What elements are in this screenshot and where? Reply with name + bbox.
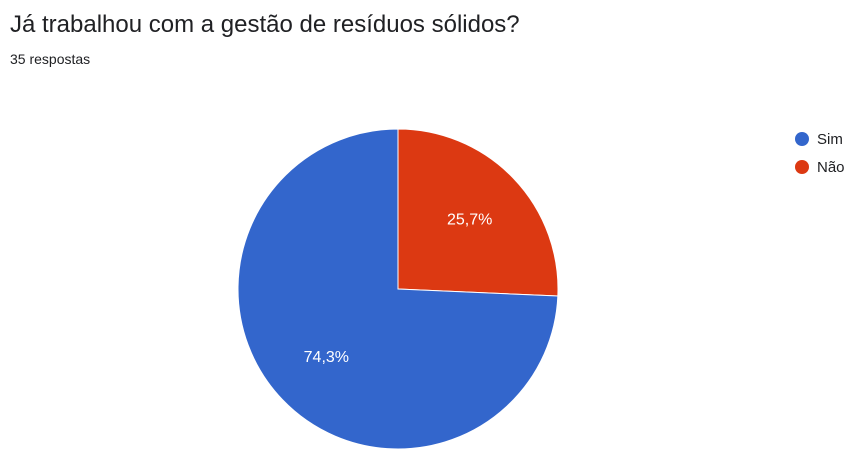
- response-count: 35 respostas: [10, 51, 91, 67]
- slice-nao[interactable]: [397, 128, 559, 297]
- legend: Sim Não: [795, 128, 845, 184]
- legend-swatch-sim: [795, 132, 809, 146]
- slice-label-sim: 74,3%: [304, 349, 349, 366]
- legend-label-sim: Sim: [817, 130, 843, 148]
- slice-sim[interactable]: [237, 128, 559, 450]
- legend-label-nao: Não: [817, 158, 845, 176]
- chart-title: Já trabalhou com a gestão de resíduos só…: [10, 11, 520, 38]
- legend-item-nao[interactable]: Não: [795, 156, 845, 178]
- legend-item-sim[interactable]: Sim: [795, 128, 845, 150]
- legend-swatch-nao: [795, 160, 809, 174]
- slice-label-nao: 25,7%: [447, 212, 492, 229]
